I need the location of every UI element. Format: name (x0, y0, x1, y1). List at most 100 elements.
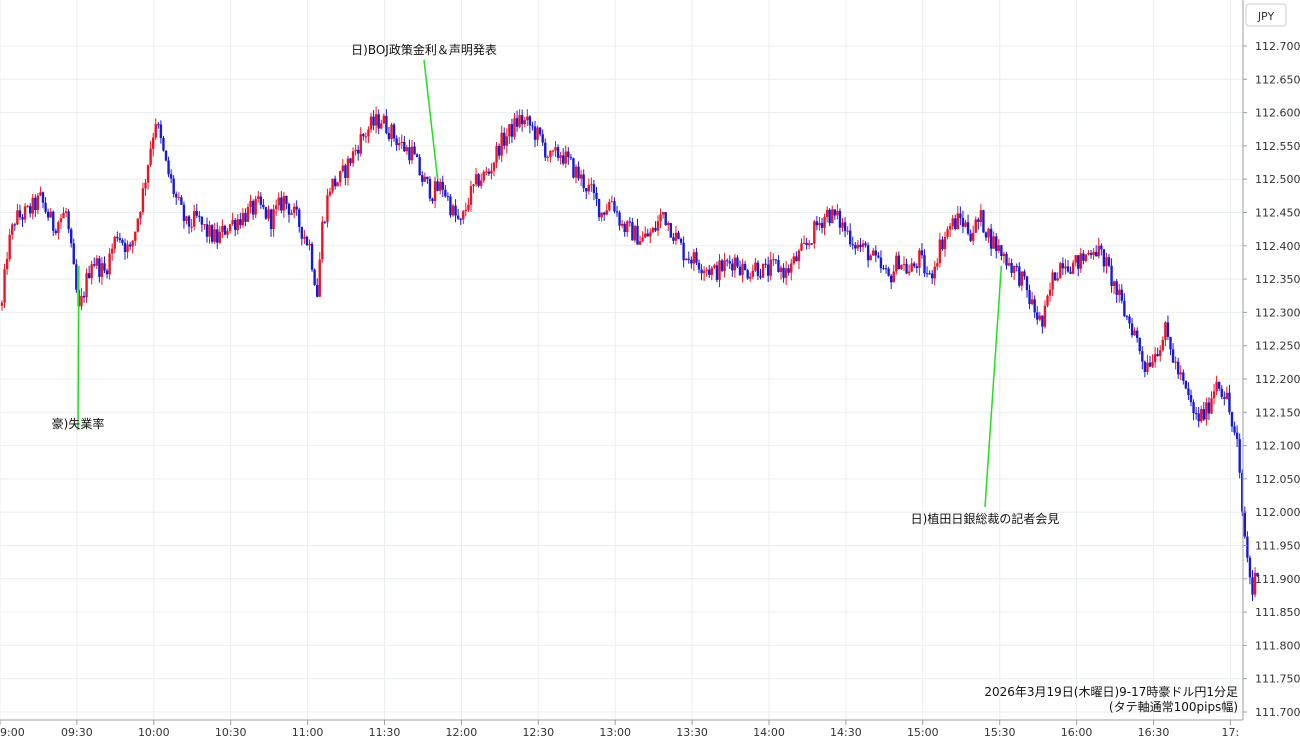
candle-body (951, 218, 954, 227)
candle-layer (0, 106, 1259, 601)
candle-body (172, 178, 175, 194)
candle-body (251, 201, 255, 215)
price-tick-label: 112.100 (1255, 440, 1300, 453)
candle-body (987, 228, 990, 238)
annotation-label: 日)植田日銀総裁の記者会見 (911, 511, 1060, 526)
candle-body (582, 174, 585, 189)
price-tick-label: 111.750 (1255, 673, 1300, 686)
candle-body (654, 227, 657, 231)
candle-body (1002, 253, 1006, 256)
price-tick-label: 112.350 (1255, 273, 1300, 286)
candle-body (992, 236, 995, 249)
candle-body (1018, 266, 1021, 286)
candle-body (431, 198, 434, 202)
candle-body (464, 209, 468, 212)
price-tick-label: 112.050 (1255, 473, 1300, 486)
candle-body (1220, 388, 1223, 398)
candle-body (636, 225, 639, 245)
candle-body (421, 175, 424, 182)
candle-body (377, 114, 380, 129)
price-tick-label: 112.500 (1255, 173, 1300, 186)
candle-body (400, 141, 403, 144)
candle-body (218, 231, 222, 243)
candle-body (339, 171, 342, 183)
candle-body (116, 236, 119, 239)
candle-body (441, 181, 444, 190)
candle-body (718, 260, 721, 280)
time-tick-label: 9:00 (0, 726, 25, 739)
candle-body (1089, 253, 1093, 255)
candle-body (874, 250, 878, 256)
candle-body (426, 176, 429, 180)
candle-body (754, 262, 757, 271)
candle-body (415, 154, 419, 158)
candle-body (239, 219, 242, 226)
candle-body (787, 268, 790, 273)
candle-body (208, 225, 211, 237)
candle-body (195, 211, 198, 216)
candle-body (295, 206, 298, 210)
candle-body (608, 202, 611, 211)
candle-body (1200, 409, 1203, 422)
candle-body (105, 270, 109, 275)
candle-body (46, 211, 50, 218)
candle-body (1097, 245, 1100, 257)
candle-body (62, 212, 65, 219)
candle-body (995, 236, 998, 251)
candle-body (943, 236, 947, 250)
candle-body (879, 257, 883, 269)
price-tick-label: 111.950 (1255, 540, 1300, 553)
candle-body (820, 222, 824, 228)
candle-body (241, 213, 245, 226)
candle-body (1135, 330, 1139, 339)
candle-body (395, 138, 398, 146)
candle-body (818, 222, 821, 226)
candle-body (661, 212, 665, 215)
candle-body (144, 182, 147, 189)
candle-body (895, 255, 898, 272)
candle-body (456, 215, 460, 219)
candle-body (638, 241, 642, 245)
candle-body (610, 201, 614, 203)
candle-body (213, 229, 216, 242)
candle-body (595, 192, 598, 199)
candle-body (697, 262, 701, 270)
candle-body (290, 213, 293, 215)
price-tick-label: 112.550 (1255, 140, 1300, 153)
candle-body (264, 207, 268, 219)
candle-body (1038, 315, 1042, 320)
candle-body (836, 210, 839, 216)
candle-body (438, 181, 442, 191)
candle-body (1028, 290, 1031, 305)
candle-body (772, 259, 775, 261)
candle-body (0, 302, 4, 306)
candle-body (154, 124, 157, 138)
candle-body (977, 219, 980, 223)
candle-body (961, 217, 965, 227)
candle-body (1248, 557, 1252, 578)
candle-body (267, 209, 270, 219)
candle-body (374, 114, 378, 126)
annotation-label: 日)BOJ政策金利＆声明発表 (351, 42, 497, 57)
candle-body (413, 146, 416, 155)
price-tick-label: 111.900 (1255, 573, 1300, 586)
candle-body (223, 225, 227, 235)
grid-layer (0, 0, 1243, 720)
candle-body (523, 120, 526, 125)
candle-body (825, 209, 829, 217)
candle-body (708, 269, 711, 275)
candle-body (490, 170, 493, 174)
candle-body (882, 268, 885, 270)
candle-body (93, 264, 96, 266)
candle-body (200, 216, 204, 225)
candle-body (118, 238, 122, 241)
time-tick-label: 12:00 (446, 726, 478, 739)
candle-body (346, 158, 350, 178)
candle-body (964, 222, 967, 227)
candle-body (982, 210, 985, 233)
candle-body (372, 116, 375, 126)
candle-body (572, 158, 575, 178)
candle-body (1241, 472, 1244, 512)
time-tick-label: 16:00 (1061, 726, 1093, 739)
candle-body (815, 221, 819, 226)
